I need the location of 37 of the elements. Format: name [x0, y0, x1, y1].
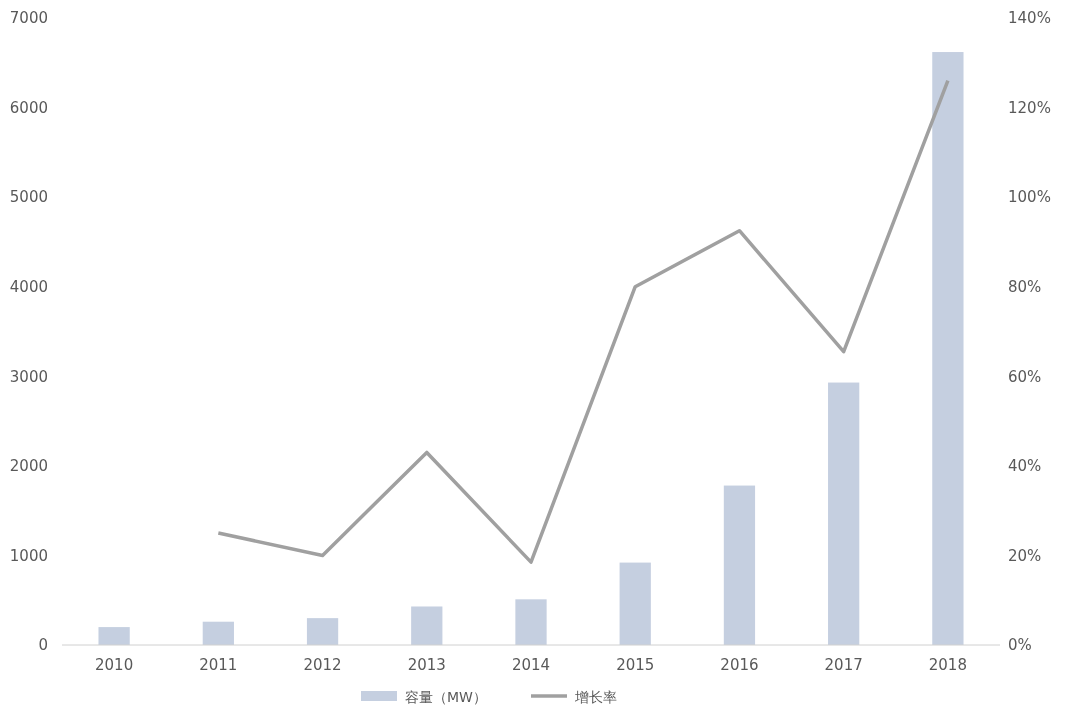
y2-tick-label: 140%: [1008, 9, 1051, 28]
y2-tick-label: 60%: [1008, 367, 1042, 386]
legend-label: 增长率: [574, 688, 617, 705]
y2-tick-label: 0%: [1008, 636, 1032, 655]
line-series: [216, 78, 950, 564]
y2-tick-label: 100%: [1008, 188, 1051, 207]
bar: [828, 382, 860, 645]
y-tick-label: 0: [38, 636, 48, 655]
bar: [202, 621, 234, 645]
x-tick-label: 2011: [199, 656, 238, 674]
x-tick-label: 2014: [511, 656, 551, 674]
bar: [723, 485, 756, 645]
y-tick-label: 7000: [9, 9, 48, 28]
x-tick-label: 2010: [95, 656, 134, 674]
x-tick-label: 2016: [720, 656, 759, 674]
legend-label: 容量（MW）: [405, 688, 487, 705]
x-tick-label: 2017: [824, 656, 863, 674]
y2-tick-label: 120%: [1008, 98, 1051, 117]
x-tick-label: 2013: [407, 656, 446, 674]
y-tick-label: 3000: [9, 367, 48, 386]
y2-tick-label: 80%: [1008, 277, 1042, 296]
y-tick-label: 4000: [9, 277, 48, 296]
bar: [932, 52, 964, 645]
y-tick-label: 1000: [9, 546, 48, 565]
y-tick-label: 6000: [9, 98, 48, 117]
x-tick-label: 2012: [303, 656, 342, 674]
bar: [515, 599, 547, 645]
y2-tick-label: 40%: [1008, 457, 1042, 476]
x-tick-label: 2015: [616, 656, 655, 674]
bar: [411, 606, 443, 645]
bar: [619, 562, 651, 645]
bar: [98, 627, 130, 645]
x-tick-label: 2018: [928, 656, 967, 674]
y2-tick-label: 20%: [1008, 546, 1042, 565]
y-tick-label: 2000: [9, 457, 48, 476]
y-tick-label: 5000: [9, 188, 48, 207]
bar: [306, 618, 339, 645]
